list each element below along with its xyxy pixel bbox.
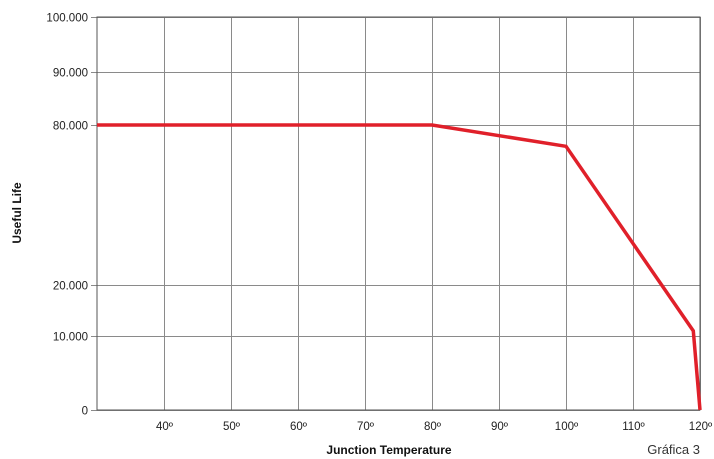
- grid-layer: [91, 17, 701, 411]
- x-tick-label: 90º: [491, 421, 509, 433]
- x-axis-label: Junction Temperature: [326, 443, 451, 457]
- plot-frame: [96, 16, 701, 411]
- x-tick-label: 80º: [424, 421, 442, 433]
- y-tick-label: 100.000: [46, 13, 88, 25]
- y-axis-label: Useful Life: [10, 182, 24, 244]
- x-tick-label: 40º: [156, 421, 174, 433]
- x-tick-label: 60º: [290, 421, 308, 433]
- y-tick-label: 0: [82, 406, 88, 418]
- series-layer: [97, 123, 702, 411]
- y-tick-label: 80.000: [53, 121, 88, 133]
- y-tick-label: 90.000: [53, 68, 88, 80]
- chart-caption: Gráfica 3: [647, 442, 700, 457]
- x-tick-label: 50º: [223, 421, 241, 433]
- y-tick-label: 20.000: [53, 281, 88, 293]
- y-tick-labels: 0 10.000 20.000 80.000 90.000 100.000: [46, 13, 88, 418]
- y-tick-label: 10.000: [53, 332, 88, 344]
- x-tick-label: 120º: [689, 421, 713, 433]
- x-tick-label: 110º: [622, 421, 645, 433]
- x-tick-label: 70º: [357, 421, 375, 433]
- x-tick-label: 100º: [555, 421, 579, 433]
- useful-life-series-line: [97, 123, 702, 411]
- x-tick-labels: 40º 50º 60º 70º 80º 90º 100º 110º 120º: [156, 421, 713, 433]
